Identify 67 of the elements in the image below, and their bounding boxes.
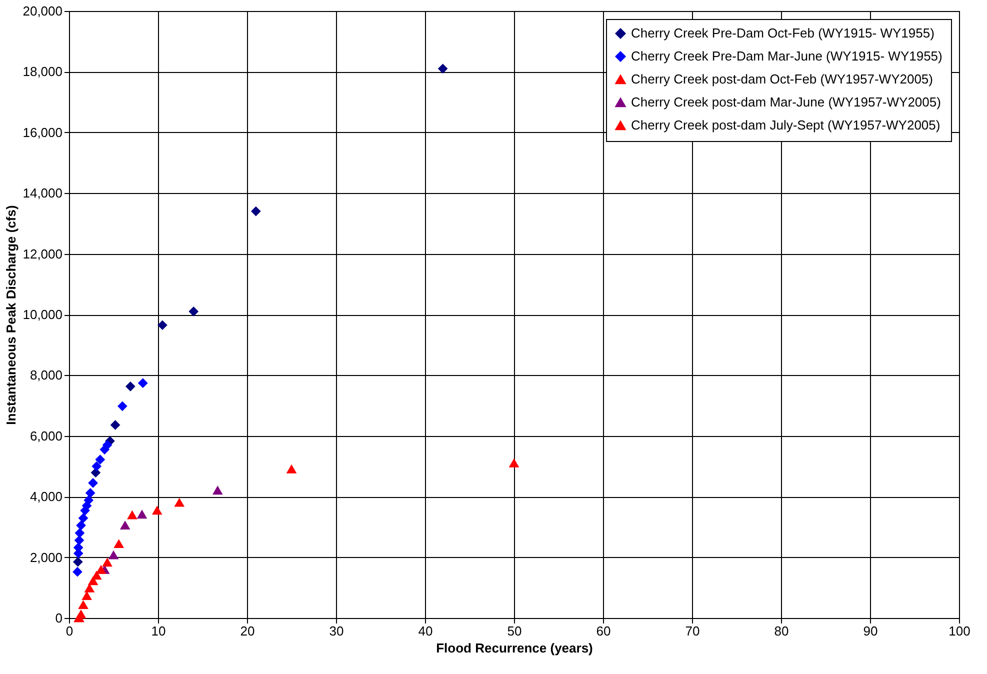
point (188, 306, 198, 316)
point (138, 378, 148, 388)
legend-label: Cherry Creek post-dam July-Sept (WY1957-WY2005) (631, 118, 940, 132)
y-tick-label: 4,000 (30, 489, 62, 504)
point (102, 558, 112, 567)
point (509, 459, 519, 468)
legend-label: Cherry Creek post-dam Mar-June (WY1957-WY2005) (631, 94, 941, 110)
point (75, 528, 84, 538)
legend-label: Cherry Creek post-dam Oct-Feb (WY1957-WY2005) (631, 72, 933, 86)
y-tick-label: 2,000 (30, 550, 62, 565)
x-tick-label: 100 (948, 624, 970, 638)
x-tick-label: 10 (151, 624, 166, 638)
point (120, 521, 130, 530)
point (80, 506, 90, 516)
x-tick-label: 50 (507, 624, 522, 638)
point (108, 551, 118, 560)
point (73, 557, 83, 566)
y-tick-label: 20,000 (22, 4, 62, 18)
point (96, 566, 106, 574)
x-tick-label: 40 (418, 624, 433, 638)
point (78, 600, 88, 610)
point (110, 420, 120, 430)
y-tick-label: 10,000 (22, 307, 62, 322)
point (118, 402, 128, 411)
x-tick-label: 80 (774, 624, 789, 638)
point (213, 486, 222, 495)
legend-label: Cherry Creek Pre-Dam Oct-Feb (WY1915- WY1955) (631, 26, 934, 40)
point (92, 571, 102, 580)
y-tick-label: 14,000 (22, 186, 62, 201)
point (96, 454, 105, 464)
x-axis-title: Flood Recurrence (years) (436, 640, 593, 656)
y-tick-label: 6,000 (30, 428, 62, 444)
y-tick-label: 16,000 (22, 124, 62, 140)
y-axis-title: Instantaneous Peak Discharge (cfs) (4, 205, 19, 425)
point (76, 520, 86, 530)
point (438, 64, 448, 74)
point (100, 444, 110, 454)
x-tick-label: 0 (66, 624, 74, 638)
y-tick-label: 18,000 (22, 64, 62, 80)
point (88, 576, 98, 586)
point (251, 206, 261, 216)
point (86, 488, 95, 498)
point (82, 592, 92, 600)
point (286, 465, 296, 474)
x-tick-label: 30 (329, 624, 344, 638)
point (72, 567, 82, 576)
x-tick-label: 90 (863, 624, 878, 638)
y-tick-label: 12,000 (22, 246, 62, 262)
point (78, 514, 88, 523)
point (137, 510, 147, 519)
point (128, 511, 137, 520)
point (174, 498, 184, 507)
point (126, 382, 136, 392)
point (84, 584, 94, 592)
point (114, 540, 124, 548)
y-tick-label: 0 (55, 610, 62, 626)
x-tick-label: 60 (596, 624, 611, 638)
x-tick-label: 70 (685, 624, 700, 638)
x-tick-label: 20 (240, 624, 255, 638)
point (92, 462, 102, 471)
point (88, 478, 98, 488)
point (152, 506, 162, 515)
y-tick-label: 8,000 (30, 368, 62, 383)
point (91, 468, 100, 478)
point (158, 320, 168, 330)
legend-label: Cherry Creek Pre-Dam Mar-June (WY1915- WY1955) (631, 48, 942, 64)
point (74, 536, 84, 545)
